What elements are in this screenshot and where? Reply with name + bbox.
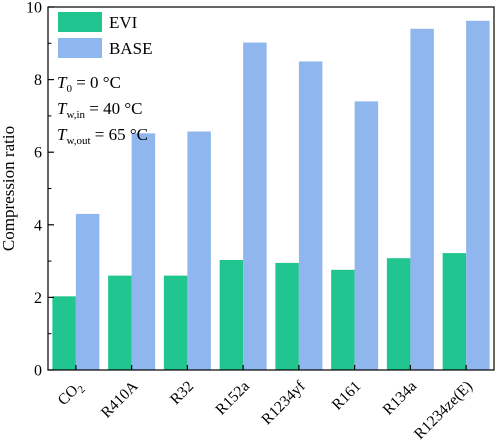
y-tick-label: 2 [34, 290, 42, 307]
bar-evi-r1234yf [275, 262, 299, 370]
condition-annotations: T0 = 0 °C Tw,in = 40 °C Tw,out = 65 °C [57, 73, 148, 147]
bar-evi-co2 [52, 296, 76, 370]
y-axis: 0 2 4 6 8 10 [26, 0, 54, 380]
y-tick-label: 8 [34, 72, 42, 89]
x-tick-label: R32 [167, 378, 197, 408]
bar-evi-r410a [108, 275, 132, 370]
bar-evi-r161 [331, 269, 355, 370]
legend-swatch-evi [58, 12, 102, 32]
x-tick-label: R152a [212, 378, 253, 419]
bar-base-co2 [75, 213, 100, 370]
legend-label-base: BASE [109, 39, 152, 58]
x-tick-label: R1234yf [258, 377, 309, 428]
bar-base-r134a [410, 28, 434, 371]
bar-evi-r134a [386, 258, 411, 370]
bar-evi-r1234ze(e) [442, 253, 467, 370]
legend-swatch-base [58, 38, 102, 58]
bar-evi-r152a [219, 260, 244, 370]
y-axis-label: Compression ratio [0, 126, 18, 251]
bar-base-r1234yf [298, 61, 323, 370]
bar-evi-r32 [163, 275, 188, 370]
condition-annotation: Tw,out = 65 °C [57, 125, 148, 147]
y-tick-label: 4 [34, 217, 42, 234]
x-tick-label: R134a [380, 378, 421, 419]
legend: EVI BASE [58, 12, 152, 58]
x-tick-label: R410A [98, 377, 142, 421]
bars-layer [52, 20, 490, 371]
bar-base-r410a [131, 133, 156, 370]
legend-label-evi: EVI [109, 13, 138, 32]
condition-annotation: T0 = 0 °C [57, 73, 121, 95]
x-axis: CO2 R410A R32 R152a R1234yf R161 R134aR1234ze(… [55, 365, 476, 443]
bar-base-r1234ze(e) [466, 20, 490, 370]
bar-base-r152a [243, 42, 267, 370]
bar-base-r32 [187, 131, 211, 370]
x-tick-label: R161 [329, 378, 365, 414]
condition-annotation: Tw,in = 40 °C [57, 99, 143, 121]
bar-base-r161 [354, 101, 379, 370]
x-tick-label: R1234ze(E) [411, 378, 476, 443]
y-tick-label: 6 [34, 145, 42, 162]
y-tick-label: 10 [26, 0, 42, 17]
x-tick-label: CO2 [55, 378, 88, 411]
y-tick-label: 0 [34, 363, 42, 380]
